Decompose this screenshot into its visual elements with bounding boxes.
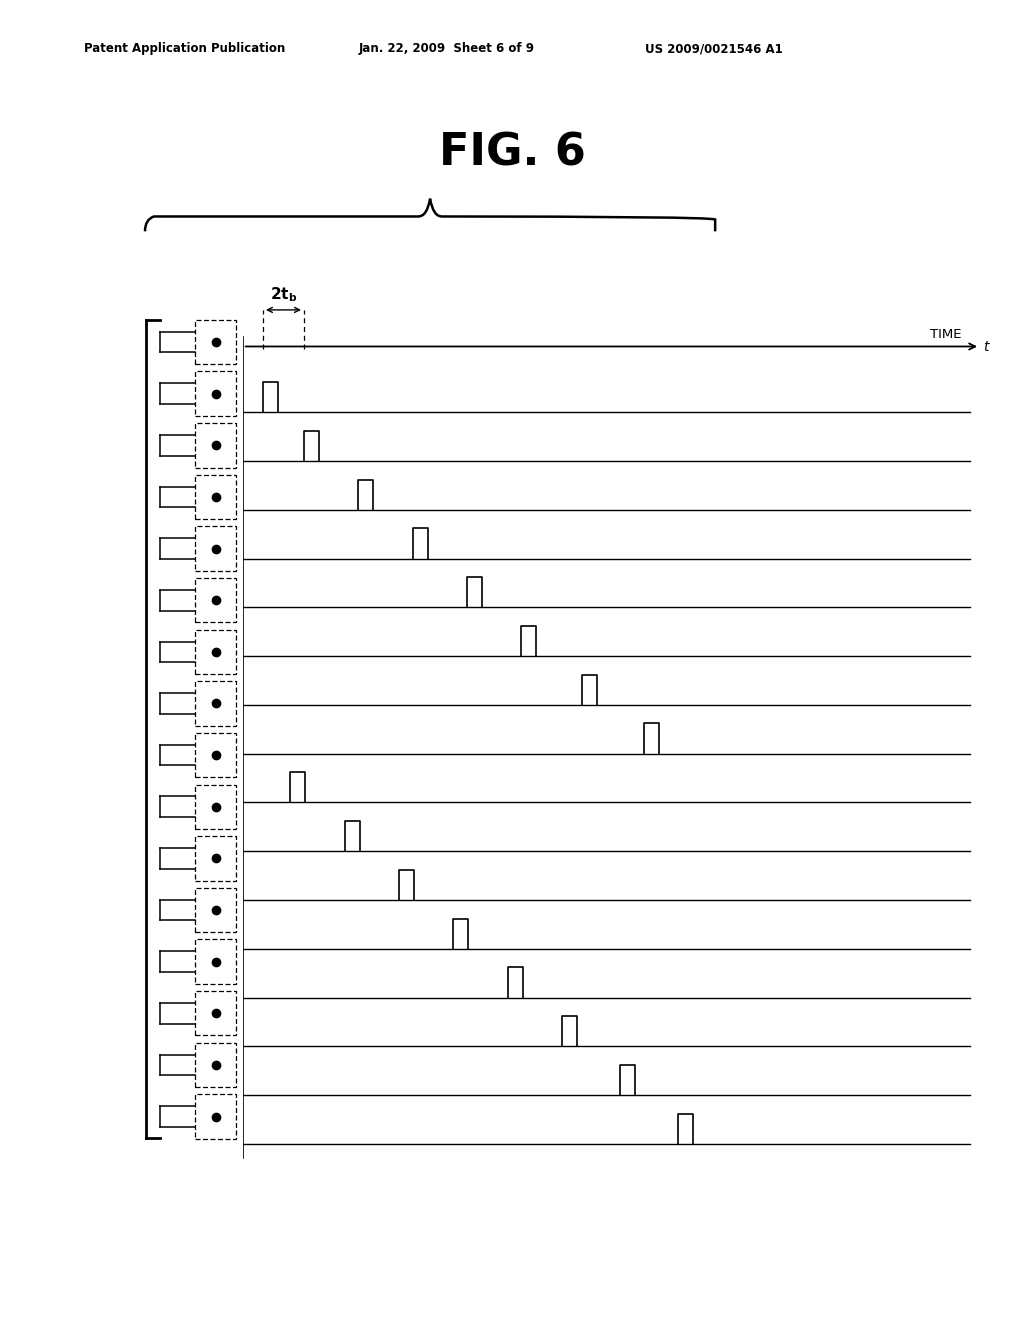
Bar	[196, 424, 237, 467]
Bar	[196, 836, 237, 880]
Text: Patent Application Publication: Patent Application Publication	[84, 42, 286, 55]
Bar	[196, 784, 237, 829]
Bar	[196, 319, 237, 364]
Bar	[196, 475, 237, 519]
Bar	[196, 527, 237, 570]
Text: FIG. 6: FIG. 6	[438, 132, 586, 176]
Bar	[196, 888, 237, 932]
Bar	[196, 578, 237, 623]
Text: TIME: TIME	[930, 327, 962, 341]
Bar	[196, 1043, 237, 1088]
Bar	[196, 371, 237, 416]
Bar	[196, 991, 237, 1035]
Text: US 2009/0021546 A1: US 2009/0021546 A1	[645, 42, 783, 55]
Text: $\mathbf{2t_b}$: $\mathbf{2t_b}$	[270, 285, 297, 304]
Bar	[196, 1094, 237, 1139]
Bar	[196, 940, 237, 983]
Bar	[196, 681, 237, 726]
Text: Jan. 22, 2009  Sheet 6 of 9: Jan. 22, 2009 Sheet 6 of 9	[358, 42, 535, 55]
Text: t: t	[983, 341, 989, 355]
Bar	[196, 630, 237, 675]
Bar	[196, 733, 237, 777]
